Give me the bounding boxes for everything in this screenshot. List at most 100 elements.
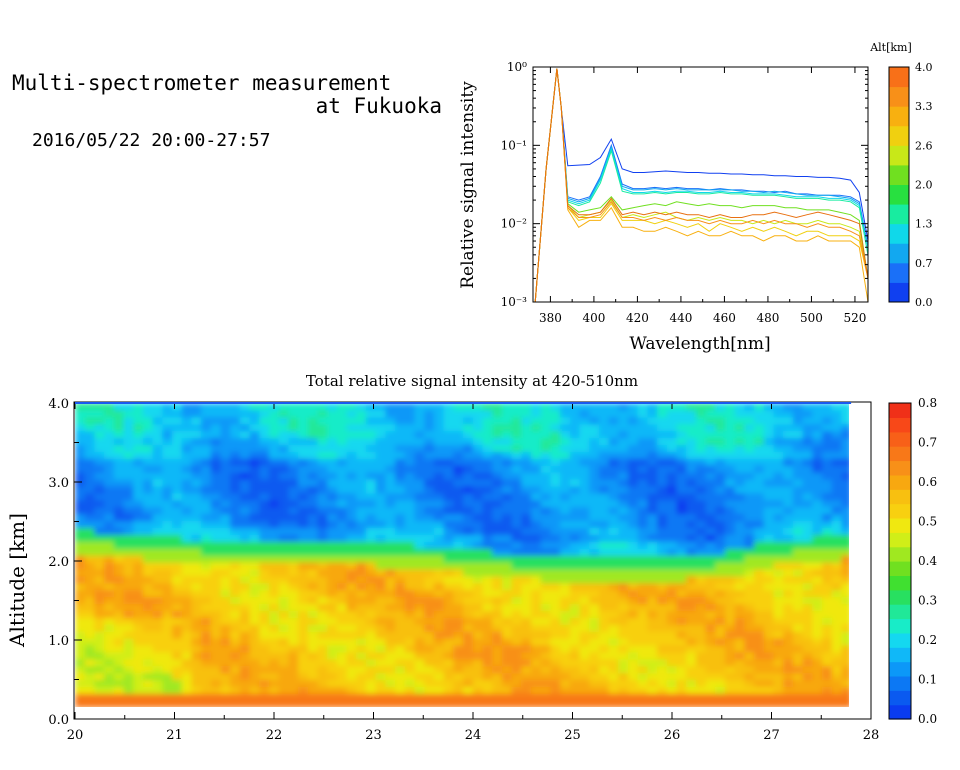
heatmap-cell (560, 430, 571, 439)
heatmap-cell (521, 658, 532, 667)
heatmap-cell (754, 437, 765, 446)
heatmap-cell (443, 617, 454, 625)
heatmap-cell (375, 596, 386, 604)
heatmap-cell (356, 479, 367, 487)
heatmap-cell (433, 485, 445, 494)
heatmap-cell (307, 444, 319, 452)
heatmap-cell (695, 700, 707, 707)
heatmap-cell (628, 513, 639, 522)
heatmap-cell (579, 617, 590, 625)
heatmap-cell (579, 658, 590, 667)
heatmap-cell (812, 444, 823, 452)
heatmap-cell (492, 409, 503, 418)
heatmap-cell (725, 555, 736, 563)
heatmap-cell (463, 638, 474, 646)
heatmap-cell (443, 430, 454, 439)
heatmap-cell (560, 451, 571, 459)
spectrum-series-line (534, 68, 869, 303)
heatmap-cell (317, 672, 328, 681)
heatmap-cell (831, 575, 842, 584)
heatmap-cell (715, 541, 726, 549)
heatmap-cell (725, 520, 736, 528)
heatmap-cell (75, 638, 86, 646)
heatmap-cell (579, 631, 590, 639)
heatmap-cell (812, 631, 823, 639)
heatmap-cell (307, 603, 319, 611)
heatmap-cell (744, 631, 755, 639)
heatmap-cell (608, 638, 619, 646)
heatmap-cell (395, 631, 406, 639)
heatmap-cell (744, 693, 755, 701)
heatmap-cell (259, 458, 270, 466)
heatmap-cell (152, 416, 163, 425)
heatmap-cell (181, 527, 192, 535)
heatmap-cell (792, 506, 804, 515)
heatmap-cell (744, 562, 755, 570)
heatmap-cell (744, 409, 755, 418)
heatmap-cell (327, 686, 338, 694)
heatmap-cell (298, 610, 309, 618)
altitude-colorbar-label: 2.6 (915, 139, 933, 152)
heatmap-cell (259, 444, 270, 452)
heatmap-cell (647, 575, 658, 584)
heatmap-cell (133, 638, 144, 646)
heatmap-cell (239, 520, 251, 528)
heatmap-cell (686, 506, 697, 515)
heatmap-cell (142, 603, 154, 611)
heatmap-cell (540, 610, 551, 618)
heatmap-cell (375, 644, 386, 653)
heatmap-cell (637, 555, 648, 563)
heatmap-cell (831, 499, 842, 508)
heatmap-cell (531, 672, 542, 681)
heatmap-cell (298, 430, 309, 439)
heatmap-cell (288, 506, 299, 515)
heatmap-cell (404, 555, 416, 563)
heatmap-cell (560, 437, 571, 446)
heatmap-cell (181, 499, 192, 508)
heatmap-y-tick-label: 2.0 (48, 555, 69, 570)
heatmap-cell (84, 541, 95, 549)
heatmap-cell (278, 658, 289, 667)
heatmap-cell (239, 651, 251, 660)
heatmap-cell (647, 437, 658, 446)
heatmap-cell (763, 423, 775, 432)
heatmap-cell (75, 624, 86, 632)
heatmap-cell (802, 485, 813, 494)
heatmap-cell (822, 458, 833, 466)
heatmap-cell (734, 458, 745, 466)
heatmap-cell (744, 506, 755, 515)
heatmap-cell (628, 631, 639, 639)
heatmap-cell (618, 430, 629, 439)
heatmap-cell (375, 479, 386, 487)
heatmap-cell (531, 693, 542, 701)
heatmap-cell (754, 665, 765, 674)
heatmap-cell (404, 430, 416, 439)
heatmap-cell (336, 631, 348, 639)
heatmap-cell (802, 631, 813, 639)
heatmap-cell (152, 651, 163, 660)
heatmap-cell (463, 562, 474, 570)
heatmap-cell (453, 596, 464, 604)
heatmap-cell (162, 589, 173, 598)
heatmap-cell (298, 485, 309, 494)
heatmap-cell (201, 485, 212, 494)
heatmap-cell (589, 679, 600, 687)
heatmap-cell (686, 416, 697, 425)
heatmap-cell (172, 513, 183, 522)
heatmap-cell (589, 444, 600, 452)
heatmap-cell (637, 548, 648, 556)
heatmap-cell (317, 631, 328, 639)
heatmap-cell (521, 679, 532, 687)
heatmap-cell (783, 527, 794, 535)
heatmap-cell (540, 465, 551, 473)
heatmap-cell (220, 423, 231, 432)
intensity-colorbar-segment (889, 647, 911, 663)
heatmap-cell (152, 665, 163, 674)
heatmap-cell (560, 403, 571, 411)
heatmap-cell (841, 631, 849, 639)
heatmap-cell (162, 603, 173, 611)
heatmap-cell (104, 513, 115, 522)
heatmap-cell (598, 416, 610, 425)
heatmap-cell (472, 644, 484, 653)
heatmap-cell (356, 437, 367, 446)
